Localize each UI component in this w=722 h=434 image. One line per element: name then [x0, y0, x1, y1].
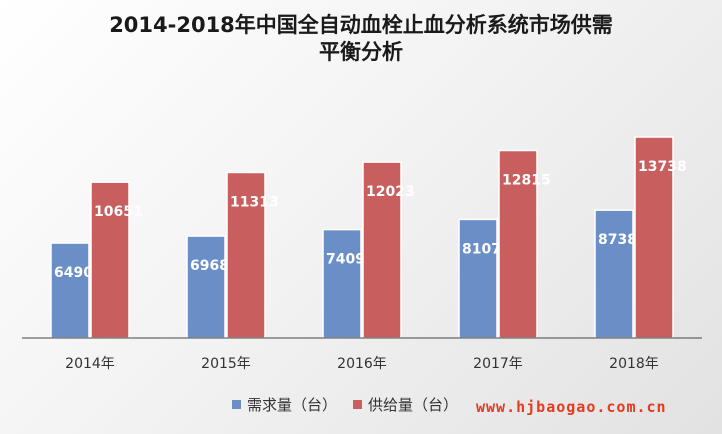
- data-label-supply-1: 11313: [230, 194, 279, 210]
- legend-item-supply: 供给量（台）: [353, 394, 458, 415]
- data-label-demand-3: 8107: [462, 241, 501, 257]
- watermark: www.hjbaogao.com.cn: [476, 398, 667, 416]
- data-label-supply-2: 12023: [366, 184, 415, 200]
- data-label-supply-4: 13738: [638, 159, 687, 175]
- legend-swatch-supply: [353, 399, 363, 409]
- chart-title-line2: 平衡分析: [319, 40, 403, 64]
- x-tick-label-0: 2014年: [65, 356, 115, 372]
- legend-label-supply: 供给量（台）: [368, 395, 459, 414]
- chart-title-line1: 2014-2018年中国全自动血栓止血分析系统市场供需: [109, 13, 613, 37]
- bar-supply-1: [226, 171, 266, 339]
- x-tick-label-1: 2015年: [201, 356, 251, 372]
- data-label-supply-3: 12815: [502, 173, 551, 189]
- legend-swatch-demand: [232, 399, 241, 409]
- data-label-demand-2: 7409: [326, 252, 365, 268]
- data-label-demand-4: 8738: [598, 232, 637, 248]
- legend-label-demand: 需求量（台）: [247, 395, 338, 414]
- bar-demand-4: [594, 209, 634, 339]
- x-tick-label-3: 2017年: [473, 356, 523, 372]
- bar-demand-0: [50, 242, 90, 339]
- bar-demand-1: [186, 235, 226, 339]
- bar-demand-3: [458, 218, 498, 339]
- x-tick-label-4: 2018年: [609, 356, 659, 372]
- data-label-supply-0: 10651: [94, 204, 143, 220]
- data-label-demand-1: 6968: [190, 258, 229, 274]
- bar-supply-4: [634, 136, 674, 339]
- legend: 需求量（台） 供给量（台）: [232, 394, 474, 414]
- x-tick-label-2: 2016年: [337, 356, 387, 372]
- data-label-demand-0: 6490: [54, 265, 93, 281]
- bar-supply-2: [362, 161, 402, 339]
- bar-demand-2: [322, 228, 362, 339]
- chart-title: 2014-2018年中国全自动血栓止血分析系统市场供需 平衡分析: [0, 12, 722, 66]
- legend-item-demand: 需求量（台）: [232, 394, 337, 415]
